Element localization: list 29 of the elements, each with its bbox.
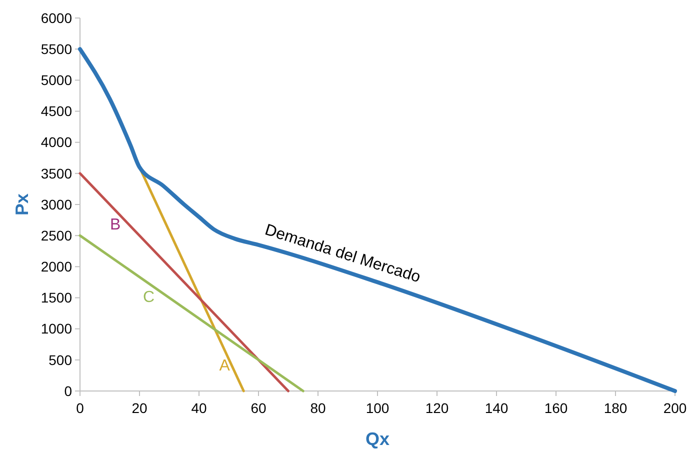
y-tick-label: 4500: [40, 103, 72, 120]
y-tick-label: 2000: [40, 258, 72, 275]
y-tick-label: 5000: [40, 72, 72, 88]
x-tick-label: 120: [425, 400, 449, 416]
x-tick-label: 40: [191, 400, 207, 416]
series-label: C: [142, 289, 154, 306]
y-tick-label: 2500: [40, 227, 72, 244]
y-axis-title: Px: [12, 193, 32, 216]
y-tick-label: 1000: [40, 320, 72, 337]
x-tick-label: 100: [366, 400, 390, 416]
x-axis-title: Qx: [365, 429, 390, 449]
x-tick-label: 140: [484, 400, 508, 416]
y-tick-label: 6000: [40, 10, 72, 26]
y-tick-label: 4000: [40, 134, 72, 150]
x-tick-label: 180: [604, 400, 628, 416]
x-tick-label: 200: [663, 400, 687, 416]
y-tick-label: 3000: [40, 196, 72, 212]
series-label: B: [110, 216, 121, 234]
y-tick-label: 0: [64, 382, 72, 399]
x-tick-label: 0: [76, 400, 84, 416]
x-tick-label: 80: [310, 400, 326, 416]
y-tick-label: 3500: [40, 165, 72, 182]
x-tick-label: 160: [544, 400, 568, 416]
y-tick-label: 500: [48, 352, 72, 368]
x-tick-label: 20: [132, 400, 148, 416]
y-tick-label: 1500: [40, 290, 72, 306]
series-label: A: [219, 358, 230, 375]
x-tick-label: 60: [250, 400, 266, 416]
y-tick-label: 5500: [40, 40, 72, 57]
